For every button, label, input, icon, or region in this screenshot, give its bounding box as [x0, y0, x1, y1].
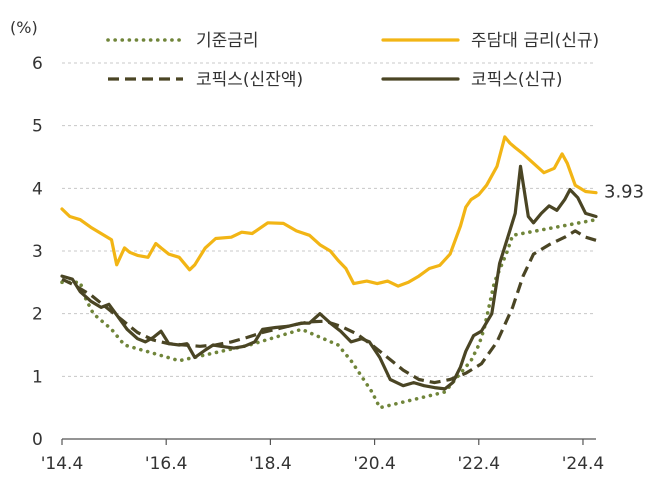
- x-axis-ticks: '14.4 '16.4 '18.4 '20.4 '22.4 '24.4: [41, 439, 605, 474]
- y-tick-label: 1: [32, 367, 43, 387]
- x-tick-label: '18.4: [249, 454, 292, 474]
- x-tick-label: '22.4: [458, 454, 501, 474]
- y-tick-label: 2: [32, 305, 43, 325]
- series-layer: [60, 135, 598, 410]
- series-line-cofix-new-balance: [61, 229, 597, 385]
- y-tick-label: 6: [32, 54, 43, 74]
- y-tick-label: 0: [32, 430, 43, 450]
- series-line-base-rate: [60, 217, 598, 410]
- series-line-mortgage-rate: [60, 135, 598, 288]
- legend: 기준금리 주담대 금리(신규) 코픽스(신잔액) 코픽스(신규): [106, 31, 599, 90]
- series-line-cofix-new: [60, 164, 598, 391]
- y-axis-gridlines: [62, 62, 596, 377]
- x-tick-label: '24.4: [562, 454, 605, 474]
- x-tick-label: '14.4: [41, 454, 84, 474]
- y-axis-unit-label: (%): [10, 18, 38, 37]
- y-axis-tick-labels: 0 1 2 3 4 5 6: [32, 54, 43, 450]
- y-tick-label: 5: [32, 117, 43, 137]
- x-tick-label: '16.4: [145, 454, 188, 474]
- legend-label-base-rate: 기준금리: [196, 31, 259, 51]
- y-tick-label: 3: [32, 242, 43, 262]
- end-value-label: 3.93: [604, 182, 644, 203]
- legend-label-cofix-new-balance: 코픽스(신잔액): [196, 70, 303, 90]
- y-tick-label: 4: [32, 179, 43, 199]
- x-tick-label: '20.4: [353, 454, 396, 474]
- legend-label-mortgage-rate: 주담대 금리(신규): [471, 31, 599, 51]
- legend-label-cofix-new: 코픽스(신규): [471, 70, 562, 90]
